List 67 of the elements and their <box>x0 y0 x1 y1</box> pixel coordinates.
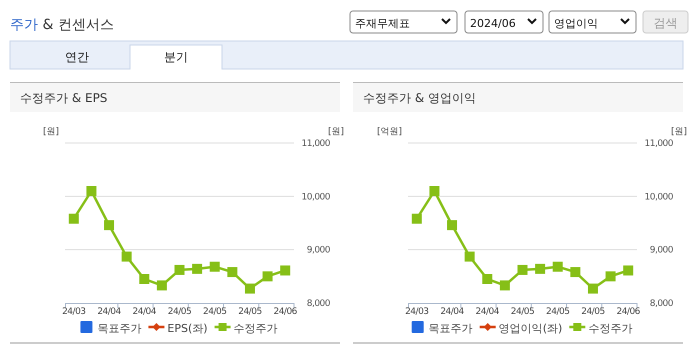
text: 검색 <box>654 16 678 30</box>
text: 분기 <box>164 50 188 64</box>
x-tick-label: 24/03 <box>405 307 429 317</box>
legend-label: EPS(좌) <box>167 322 208 335</box>
point <box>262 271 273 282</box>
point <box>122 252 132 262</box>
legend-label: 수정주가 <box>234 322 278 335</box>
point <box>192 264 202 274</box>
point <box>429 186 440 196</box>
text: 8,000 <box>650 299 673 309</box>
point <box>500 280 510 290</box>
y2-axis-title: [원] <box>671 127 688 137</box>
point <box>139 274 150 284</box>
point <box>552 262 563 272</box>
point <box>280 265 290 276</box>
y2-axis-title: [원] <box>328 127 344 137</box>
chart-title: 수정주가 & EPS <box>20 91 108 105</box>
text: 9,000 <box>306 246 330 256</box>
y-axis-title: [억원] <box>376 127 402 137</box>
x-tick-label: 24/04 <box>440 307 465 317</box>
point <box>210 262 220 272</box>
x-tick-label: 24/04 <box>97 307 122 317</box>
x-tick-label: 24/05 <box>510 307 534 317</box>
text: 11,000 <box>644 139 673 149</box>
legend-label: 수정주가 <box>588 322 632 335</box>
point <box>174 264 184 275</box>
point <box>535 264 546 274</box>
text: 9,000 <box>650 246 673 256</box>
point <box>482 274 492 284</box>
x-tick-label: 24/05 <box>203 307 226 317</box>
x-tick-label: 24/05 <box>168 307 192 317</box>
y-axis-title: [원] <box>42 127 59 137</box>
point <box>623 265 634 276</box>
point <box>518 264 528 275</box>
x-tick-label: 24/05 <box>546 307 570 317</box>
legend-label: 목표주가 <box>97 322 142 335</box>
point <box>244 284 255 294</box>
legend-label: 영업이익(좌) <box>498 322 562 335</box>
point <box>447 220 458 230</box>
x-tick-label: 24/05 <box>581 307 605 317</box>
x-tick-label: 24/04 <box>132 307 157 317</box>
point <box>570 267 580 278</box>
text: 주가 & 컨센서스 <box>10 17 114 33</box>
point <box>412 214 422 224</box>
text: 8,000 <box>306 299 330 309</box>
point <box>68 214 79 224</box>
text: 10,000 <box>302 192 330 202</box>
point <box>104 220 114 230</box>
point <box>588 284 598 294</box>
text: 연간 <box>65 50 89 64</box>
point <box>156 280 167 290</box>
point <box>606 271 616 282</box>
text: 11,000 <box>302 139 330 149</box>
x-tick-label: 24/04 <box>476 307 500 317</box>
legend-label: 목표주가 <box>428 322 473 335</box>
x-tick-label: 24/06 <box>616 307 641 317</box>
text: 10,000 <box>644 192 673 202</box>
point <box>227 267 238 278</box>
text: 영업이익 <box>554 17 598 30</box>
point <box>464 252 475 262</box>
text: 주재무제표 <box>355 17 410 30</box>
x-tick-label: 24/03 <box>62 307 86 317</box>
point <box>86 186 96 196</box>
text: 2024/06 <box>470 17 516 30</box>
x-tick-label: 24/05 <box>238 307 262 317</box>
chart-title: 수정주가 & 영업이익 <box>363 91 476 105</box>
x-tick-label: 24/06 <box>273 307 298 317</box>
